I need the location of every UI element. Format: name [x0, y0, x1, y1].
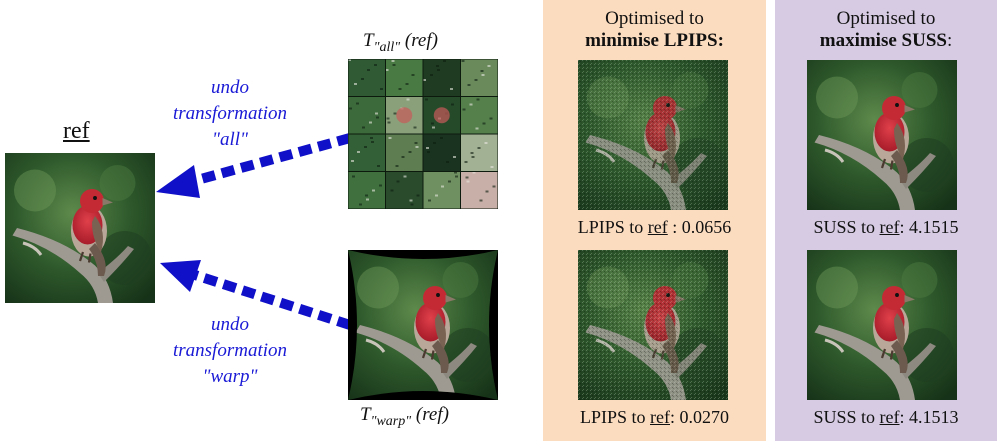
scramble-tile [348, 59, 386, 97]
panel-lpips-title: Optimised to minimise LPIPS: [585, 8, 724, 51]
t-all-label: T"all" (ref) [363, 30, 438, 55]
scramble-tile [422, 59, 461, 97]
scramble-tile [348, 96, 386, 135]
undo-arrows [156, 133, 352, 330]
transformed-all-image [348, 59, 498, 209]
arrow-all-head [156, 165, 200, 198]
scramble-tile [422, 133, 461, 172]
scramble-tile [385, 96, 424, 135]
panel-suss: Optimised to maximise SUSS: SUSS to ref:… [775, 0, 997, 441]
suss-caption-warp: SUSS to ref: 4.1513 [813, 407, 959, 427]
scramble-tile [385, 171, 424, 209]
scramble-tile [348, 133, 386, 172]
ref-image [5, 153, 155, 303]
scramble-tile [385, 59, 424, 97]
scramble-tile [348, 171, 386, 209]
undo-all-text: undo transformation "all" [172, 77, 288, 150]
transformed-warp-image [348, 250, 498, 400]
suss-caption-all: SUSS to ref: 4.1515 [813, 217, 959, 237]
lpips-caption-all: LPIPS to ref : 0.0656 [577, 217, 732, 237]
undo-warp-text: undo transformation "warp" [172, 314, 288, 387]
scramble-tile [422, 96, 461, 135]
t-warp-label: T"warp" (ref) [360, 404, 449, 429]
panel-suss-title: Optimised to maximise SUSS: [819, 8, 953, 51]
scramble-tile [460, 133, 498, 172]
suss-image-all [807, 60, 957, 210]
arrow-warp-shaft [193, 270, 352, 330]
suss-image-warp [807, 250, 957, 400]
lpips-image-all [578, 60, 728, 210]
scramble-tile [385, 133, 424, 172]
lpips-caption-warp: LPIPS to ref: 0.0270 [579, 407, 730, 427]
scramble-tile [460, 59, 498, 97]
arrow-warp-head [160, 260, 201, 292]
arrow-all-shaft [188, 133, 352, 187]
scramble-tile [460, 96, 498, 135]
ref-label: ref [63, 118, 90, 144]
scramble-tile [422, 171, 461, 209]
panel-lpips: Optimised to minimise LPIPS: LPIPS to re… [543, 0, 766, 441]
scramble-tile [460, 171, 498, 209]
lpips-image-warp [578, 250, 728, 400]
